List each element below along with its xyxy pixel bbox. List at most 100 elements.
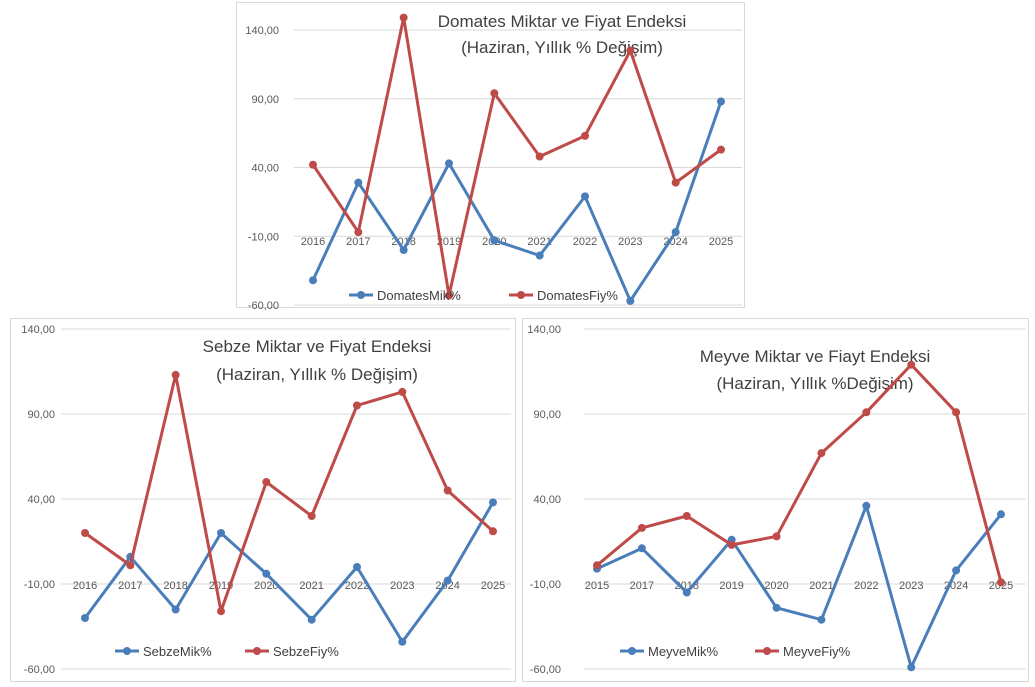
- x-tick-label: 2022: [854, 580, 878, 592]
- x-tick-label: 2017: [118, 580, 142, 592]
- data-point: [217, 529, 225, 537]
- x-tick-label: 2023: [618, 236, 642, 248]
- data-point: [626, 46, 635, 55]
- data-point: [353, 563, 361, 571]
- data-point: [489, 527, 497, 536]
- x-tick-label: 2020: [254, 580, 278, 592]
- legend-swatch-marker: [517, 291, 525, 299]
- data-point: [398, 637, 407, 646]
- data-point: [997, 510, 1005, 519]
- data-point: [535, 152, 544, 161]
- data-point: [817, 449, 826, 458]
- chart-subtitle: (Haziran, Yıllık % Değişim): [461, 38, 663, 57]
- legend-swatch-marker: [763, 647, 771, 655]
- data-point: [671, 228, 680, 237]
- data-point: [81, 529, 89, 537]
- data-point: [353, 401, 361, 410]
- x-tick-label: 2021: [527, 236, 551, 248]
- legend-label: DomatesMik%: [377, 288, 461, 303]
- data-point: [952, 408, 961, 417]
- data-point: [637, 544, 646, 553]
- series-line: [311, 16, 722, 297]
- data-point: [717, 145, 725, 154]
- x-tick-label: 2021: [809, 580, 833, 592]
- data-point: [217, 607, 225, 616]
- data-point: [490, 236, 499, 245]
- chart-title: Domates Miktar ve Fiyat Endeksi: [438, 12, 686, 31]
- chart-domates: 140,00 90,00 40,00 -10,00 -60,00 2016 2017 2018…: [236, 2, 745, 312]
- data-point: [671, 178, 680, 187]
- series-line: [84, 373, 495, 613]
- y-tick-label: 140,00: [21, 324, 55, 336]
- series-line: [596, 363, 1003, 583]
- data-point: [626, 296, 635, 305]
- legend-swatch-marker: [357, 291, 365, 299]
- data-point: [398, 387, 407, 396]
- data-point: [593, 561, 601, 570]
- series-line: [596, 504, 1003, 669]
- data-point: [772, 532, 781, 541]
- x-tick-label: 2020: [764, 580, 788, 592]
- y-tick-label: -60,00: [248, 300, 279, 312]
- data-point: [309, 160, 317, 169]
- data-point: [907, 360, 916, 369]
- legend-label: SebzeFiy%: [273, 644, 339, 659]
- data-point: [637, 523, 646, 532]
- chart-sebze: 140,00 90,00 40,00 -10,00 -60,00 2016 2017 2018…: [10, 318, 516, 682]
- chart-title: Sebze Miktar ve Fiyat Endeksi: [203, 337, 432, 356]
- y-tick-label: 40,00: [533, 494, 561, 506]
- data-point: [171, 605, 180, 614]
- x-tick-label: 2023: [899, 580, 923, 592]
- data-point: [399, 13, 408, 22]
- y-tick-label: 90,00: [251, 94, 279, 106]
- data-point: [443, 486, 452, 495]
- series-line: [83, 501, 495, 644]
- legend-swatch-marker: [628, 647, 636, 655]
- x-tick-label: 2025: [709, 236, 733, 248]
- chart-meyve: 140,00 90,00 40,00 -10,00 -60,00 2015 2017 2018…: [522, 318, 1029, 682]
- y-tick-label: 40,00: [251, 163, 279, 175]
- y-tick-label: -60,00: [24, 664, 55, 676]
- data-point: [535, 251, 544, 260]
- legend-swatch-marker: [123, 647, 131, 655]
- data-point: [717, 97, 725, 106]
- data-point: [309, 276, 317, 285]
- data-point: [262, 569, 271, 578]
- chart-title: Meyve Miktar ve Fiayt Endeksi: [700, 347, 931, 366]
- data-point: [81, 614, 89, 622]
- y-tick-label: -10,00: [248, 231, 279, 243]
- chart-subtitle: (Haziran, Yıllık % Değişim): [216, 365, 418, 384]
- legend-label: DomatesFiy%: [537, 288, 618, 303]
- chart-subtitle: (Haziran, Yıllık %Değişim): [716, 374, 913, 393]
- data-point: [907, 663, 916, 672]
- data-point: [772, 603, 781, 612]
- data-point: [490, 89, 499, 98]
- data-point: [862, 408, 871, 417]
- data-point: [307, 615, 316, 624]
- y-tick-label: 140,00: [527, 324, 561, 336]
- x-tick-label: 2018: [675, 580, 699, 592]
- data-point: [489, 498, 497, 507]
- chart-sebze-svg: 140,00 90,00 40,00 -10,00 -60,00 2016 2017 2018…: [21, 324, 511, 676]
- x-tick-label: 2021: [299, 580, 323, 592]
- y-tick-label: 90,00: [533, 409, 561, 421]
- series-line: [311, 101, 723, 303]
- data-point: [581, 192, 589, 201]
- data-point: [727, 540, 736, 549]
- data-point: [445, 291, 453, 300]
- data-point: [682, 512, 691, 520]
- x-tick-label: 2019: [437, 236, 461, 248]
- data-point: [581, 131, 589, 140]
- data-point: [862, 501, 871, 510]
- legend-label: MeyveMik%: [648, 644, 719, 659]
- data-point: [126, 561, 135, 570]
- x-tick-label: 2022: [345, 580, 369, 592]
- data-point: [443, 576, 452, 585]
- data-point: [445, 159, 453, 168]
- y-tick-label: -60,00: [530, 664, 561, 676]
- x-tick-label: 2017: [630, 580, 654, 592]
- x-tick-label: 2023: [390, 580, 414, 592]
- x-tick-label: 2025: [481, 580, 505, 592]
- x-tick-label: 2015: [585, 580, 609, 592]
